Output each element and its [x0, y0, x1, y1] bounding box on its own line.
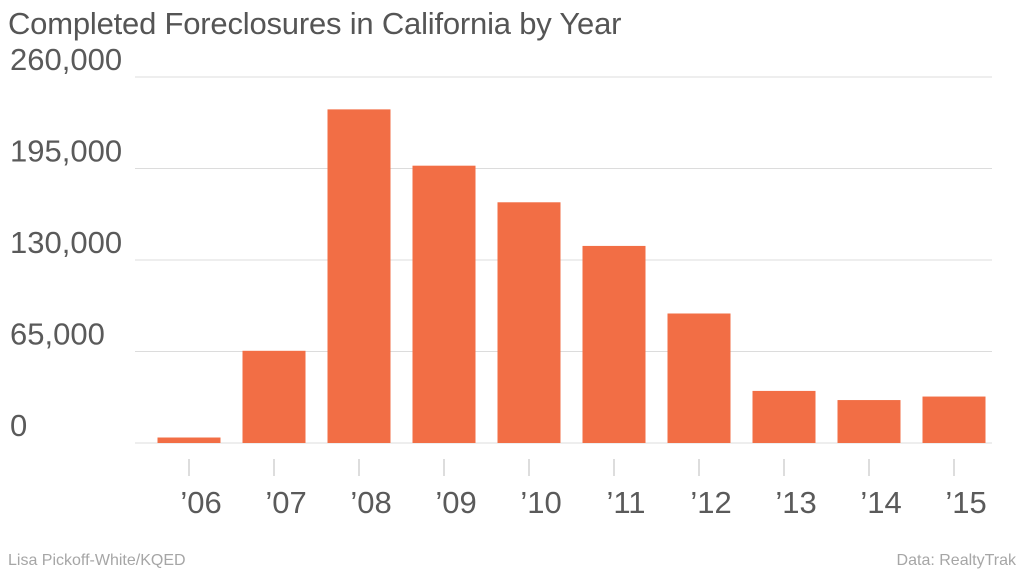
y-tick-label: 65,000	[10, 317, 105, 352]
y-tick-label: 195,000	[10, 134, 122, 169]
x-tick-label: ’13	[775, 485, 816, 520]
bar	[157, 437, 221, 443]
y-tick-label: 130,000	[10, 225, 122, 260]
source-text: Data: RealtyTrak	[896, 552, 1016, 569]
bars	[157, 109, 986, 443]
x-tick-label: ’15	[945, 485, 986, 520]
x-tick-label: ’10	[520, 485, 561, 520]
x-tick-label: ’06	[180, 485, 221, 520]
credit-text: Lisa Pickoff-White/KQED	[8, 552, 186, 569]
bar	[667, 313, 731, 443]
x-tick-label: ’07	[265, 485, 306, 520]
bar	[412, 165, 476, 443]
x-tick-label: ’08	[350, 485, 391, 520]
y-axis-ticks: 0 65,000 130,000 195,000 260,000	[10, 42, 122, 443]
bar	[242, 350, 306, 443]
bar	[497, 202, 561, 443]
y-tick-label: 0	[10, 408, 27, 443]
x-tick-label: ’09	[435, 485, 476, 520]
y-tick-label: 260,000	[10, 42, 122, 77]
x-tick-label: ’12	[690, 485, 731, 520]
bar	[582, 245, 646, 443]
bar	[752, 390, 816, 443]
x-axis: ’06 ’07 ’08 ’09 ’10 ’11 ’12 ’13 ’14 ’15	[180, 459, 987, 520]
bar	[922, 396, 986, 443]
bar	[837, 400, 901, 443]
bar	[327, 109, 391, 443]
chart-title: Completed Foreclosures in California by …	[8, 6, 622, 41]
x-tick-label: ’11	[606, 485, 645, 520]
x-tick-label: ’14	[860, 485, 901, 520]
